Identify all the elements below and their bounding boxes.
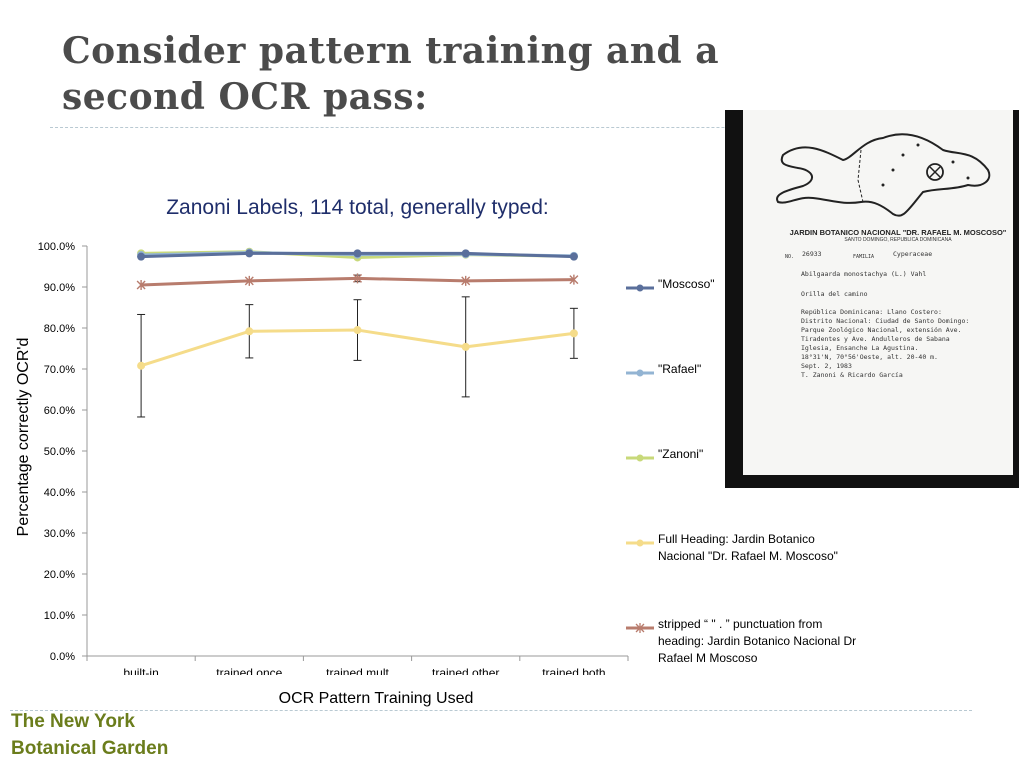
chart-title: Zanoni Labels, 114 total, generally type… xyxy=(166,196,549,219)
x-tick-label: built-in xyxy=(123,666,158,675)
label-heading: JARDIN BOTANICO NACIONAL "DR. RAFAEL M. … xyxy=(789,228,1007,237)
slide-title: Consider pattern training and a second O… xyxy=(62,30,720,118)
y-tick-label: 0.0% xyxy=(50,651,75,663)
y-tick-label: 20.0% xyxy=(44,569,75,581)
y-tick-label: 50.0% xyxy=(44,446,75,458)
label-locality-line: República Dominicana: Llano Costero: xyxy=(801,308,942,316)
label-family: Cyperaceae xyxy=(893,250,933,258)
data-point xyxy=(461,342,470,351)
legend-swatch-moscoso xyxy=(626,284,654,292)
label-habitat: Orilla del camino xyxy=(801,290,868,298)
x-tick-label: trained other xyxy=(432,666,499,675)
y-tick-label: 60.0% xyxy=(44,405,75,417)
y-tick-label: 40.0% xyxy=(44,487,75,499)
legend-swatch-stripped xyxy=(626,623,654,633)
y-tick-label: 10.0% xyxy=(44,610,75,622)
data-point xyxy=(137,361,146,370)
data-point xyxy=(569,252,578,261)
legend-label: "Rafael" xyxy=(658,362,702,376)
label-no-caption: NO. xyxy=(785,254,795,260)
legend-swatch-zanoni xyxy=(626,454,654,462)
organization-name-line: Botanical Garden xyxy=(11,738,169,759)
title-divider xyxy=(50,127,970,128)
x-tick-label: trained mult xyxy=(326,666,389,675)
data-point xyxy=(353,249,362,258)
data-point xyxy=(461,249,470,258)
label-locality-line: T. Zanoni & Ricardo García xyxy=(801,371,903,379)
herbarium-label-photo: JARDIN BOTANICO NACIONAL "DR. RAFAEL M. … xyxy=(725,110,1019,488)
label-locality-line: Iglesia, Ensanche La Agustina. xyxy=(801,344,919,352)
label-locality-line: Tiradentes y Ave. Andulleros de Sabana xyxy=(801,335,950,343)
x-axis-title: OCR Pattern Training Used xyxy=(278,690,474,707)
data-point xyxy=(136,279,146,290)
y-axis-title: Percentage correctly OCR'd xyxy=(15,337,32,537)
data-point xyxy=(569,329,578,338)
data-point xyxy=(245,327,254,336)
y-tick-label: 30.0% xyxy=(44,528,75,540)
legend-label: Full Heading: Jardin Botanico Nacional "… xyxy=(658,532,838,563)
y-tick-label: 100.0% xyxy=(38,241,76,253)
label-locality-line: 18°31'N, 70°56'Oeste, alt. 20-40 m. xyxy=(801,353,938,361)
label-card: JARDIN BOTANICO NACIONAL "DR. RAFAEL M. … xyxy=(743,110,1013,475)
data-point xyxy=(569,274,579,285)
label-locality-line: Distrito Nacional: Ciudad de Santo Domin… xyxy=(801,317,970,325)
x-tick-label: trained both xyxy=(542,666,605,675)
legend-label: "Zanoni" xyxy=(658,447,704,461)
legend-label: "Moscoso" xyxy=(658,277,715,291)
legend-swatch-rafael xyxy=(626,369,654,377)
line-chart: 0.0% 10.0% 20.0% 30.0% 40.0% 50.0% 60.0% 70.0% 8… xyxy=(38,241,629,675)
y-tick-label: 80.0% xyxy=(44,323,75,335)
x-tick-label: trained once xyxy=(216,666,282,675)
data-point xyxy=(244,275,254,286)
legend-swatch-full-heading xyxy=(626,539,654,547)
organization-name-line: The New York xyxy=(11,711,135,732)
label-familia-caption: FAMILIA xyxy=(853,254,875,260)
hispaniola-map xyxy=(776,133,991,217)
y-tick-label: 70.0% xyxy=(44,364,75,376)
data-point xyxy=(137,252,146,261)
footer-divider xyxy=(10,710,972,711)
organization-name: The New York Botanical Garden xyxy=(11,708,168,762)
data-point xyxy=(245,249,254,258)
label-species: Abilgaarda monostachya (L.) Vahl xyxy=(801,270,927,278)
legend-label: stripped “ " . ” punctuation from headin… xyxy=(658,617,857,665)
label-subheading: SANTO DOMINGO, REPUBLICA DOMINICANA xyxy=(844,237,952,243)
label-number: 26933 xyxy=(802,250,822,258)
label-locality-line: Parque Zoológico Nacional, extensión Ave… xyxy=(801,326,962,334)
data-point xyxy=(461,275,471,286)
data-point xyxy=(353,273,362,284)
y-tick-label: 90.0% xyxy=(44,282,75,294)
data-point xyxy=(353,326,362,335)
label-locality-line: Sept. 2, 1983 xyxy=(801,362,852,370)
